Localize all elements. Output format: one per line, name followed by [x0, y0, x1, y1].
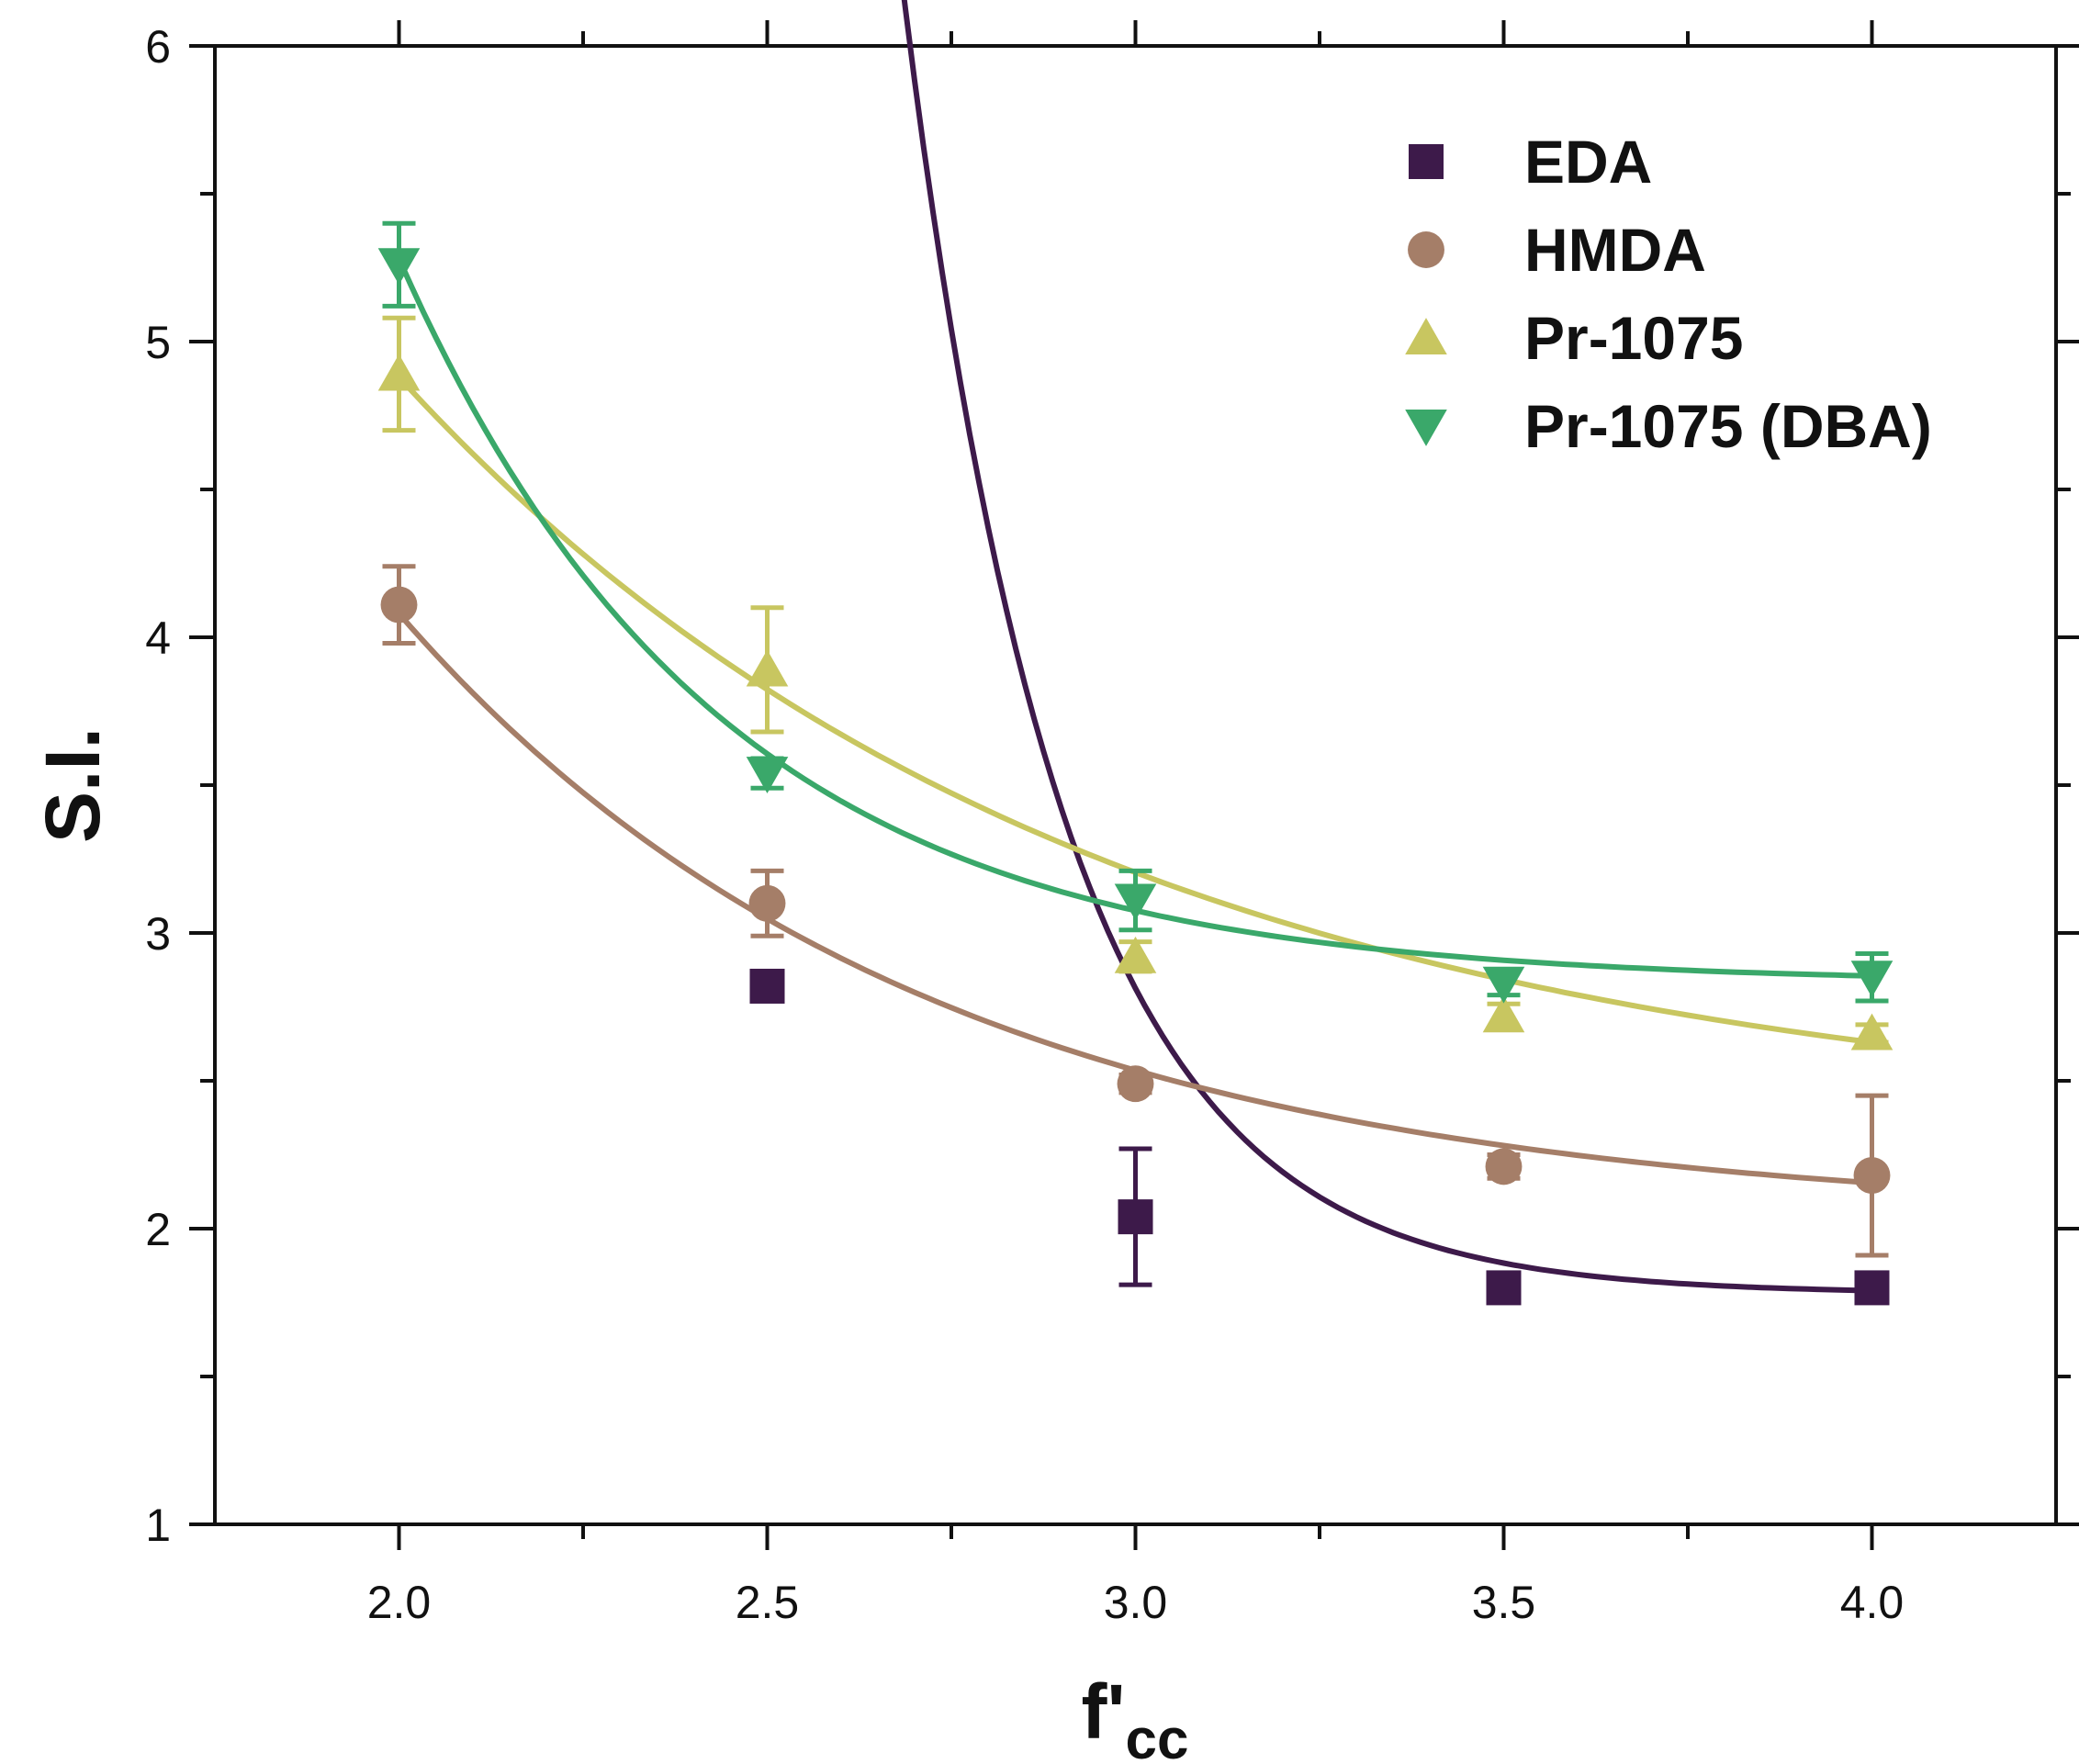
legend-marker-square: [1409, 144, 1444, 179]
data-point-circle: [1853, 1157, 1891, 1194]
data-point-square: [749, 968, 785, 1004]
legend-label: HMDA: [1524, 216, 1706, 284]
legend: EDA HMDA Pr-1075 Pr-1075 (DBA): [1405, 128, 1932, 460]
legend-label: Pr-1075: [1524, 304, 1744, 372]
data-point-circle: [380, 586, 418, 624]
data-markers: [377, 248, 1894, 1306]
error-bars: [382, 220, 1889, 1302]
data-point-triangle-down: [377, 248, 421, 286]
y-tick-labels: 1 2 3 4 5 6: [145, 21, 171, 1551]
x-tick-label: 3.0: [1104, 1577, 1168, 1628]
data-point-square: [1118, 1199, 1153, 1235]
y-tick-label: 1: [145, 1500, 171, 1551]
data-point-triangle-up: [1850, 1013, 1894, 1051]
data-point-square: [1854, 1270, 1890, 1306]
legend-marker-circle: [1408, 231, 1444, 268]
x-axis-title-subscript: cc: [1125, 1708, 1188, 1764]
y-tick-label: 4: [145, 612, 171, 664]
data-point-triangle-up: [377, 354, 421, 391]
data-point-triangle-down: [1114, 883, 1157, 921]
data-point-circle: [1485, 1148, 1523, 1185]
x-axis-title: f'cc: [1082, 1668, 1189, 1764]
data-point-triangle-down: [1482, 966, 1525, 1004]
fit-curve-eda: [901, 0, 1872, 1294]
y-tick-label: 3: [145, 908, 171, 960]
y-tick-label: 2: [145, 1204, 171, 1255]
x-tick-label: 3.5: [1472, 1577, 1536, 1628]
legend-marker-triangle-down: [1405, 409, 1447, 446]
legend-label: EDA: [1524, 128, 1652, 196]
data-point-triangle-up: [746, 649, 789, 687]
x-tick-label: 2.5: [736, 1577, 800, 1628]
plot-frame: [213, 44, 2058, 1526]
axis-ticks: [189, 20, 2079, 1550]
data-point-circle: [748, 884, 786, 922]
x-tick-labels: 2.0 2.5 3.0 3.5 4.0: [367, 1577, 1905, 1628]
data-point-circle: [1117, 1065, 1154, 1103]
legend-marker-triangle-up: [1405, 318, 1447, 355]
data-point-triangle-down: [1850, 961, 1894, 998]
data-point-square: [1486, 1270, 1522, 1306]
x-axis-title-main: f': [1082, 1668, 1126, 1755]
legend-label: Pr-1075 (DBA): [1524, 392, 1932, 460]
y-axis-title: S.I.: [29, 727, 116, 843]
data-point-triangle-down: [746, 757, 789, 793]
data-point-triangle-up: [1114, 936, 1157, 973]
x-tick-label: 4.0: [1840, 1577, 1905, 1628]
data-point-triangle-up: [1482, 995, 1525, 1033]
x-tick-label: 2.0: [367, 1577, 432, 1628]
y-tick-label: 6: [145, 21, 171, 73]
y-tick-label: 5: [145, 317, 171, 368]
